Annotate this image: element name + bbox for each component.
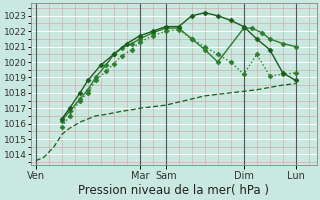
X-axis label: Pression niveau de la mer( hPa ): Pression niveau de la mer( hPa ): [78, 184, 269, 197]
